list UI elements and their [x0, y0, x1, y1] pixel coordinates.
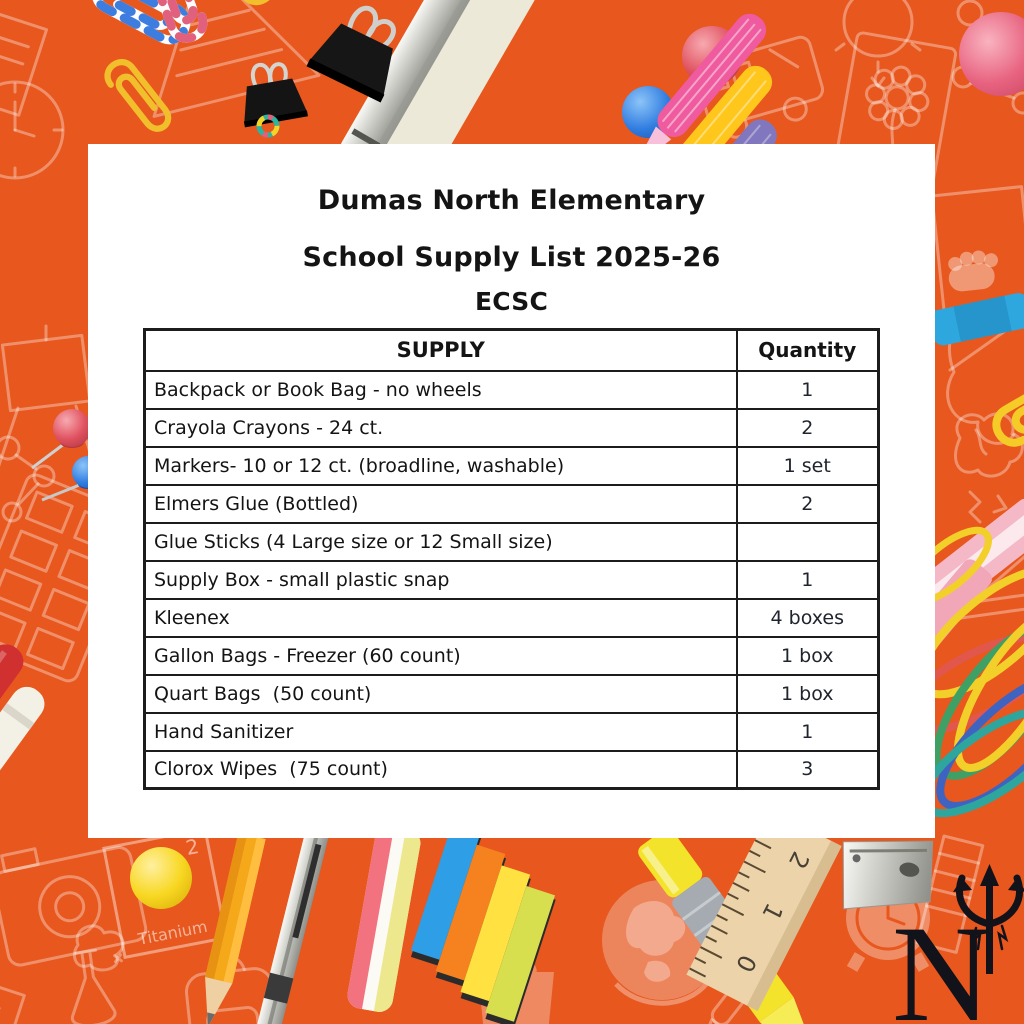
push-pin-red-icon — [31, 409, 91, 470]
periodic-element-doodle: 2 Titanium — [102, 826, 228, 960]
svg-text:1: 1 — [756, 899, 788, 925]
table-row: Markers- 10 or 12 ct. (broadline, washab… — [143, 445, 880, 486]
paper-clip-striped-pink-icon — [145, 0, 208, 43]
ruler-numbers: 2 1 0 — [730, 847, 815, 977]
quantity-cell: 1 — [735, 369, 880, 410]
doodle-lunch-bag — [478, 955, 554, 1024]
supply-cell: Elmers Glue (Bottled) — [143, 483, 738, 524]
supply-column-header: SUPPLY — [143, 328, 738, 372]
paper-clip-yellow-icon — [104, 59, 172, 132]
element-name: Titanium — [136, 916, 209, 949]
table-row: Crayola Crayons - 24 ct. 2 — [143, 407, 880, 448]
table-row: Clorox Wipes (75 count) 3 — [143, 749, 880, 790]
table-row: Backpack or Book Bag - no wheels 1 — [143, 369, 880, 410]
campus-label: ECSC — [474, 287, 549, 316]
quantity-cell: 4 boxes — [735, 597, 880, 638]
doodle-alarm-clock — [0, 80, 65, 180]
supply-cell: Backpack or Book Bag - no wheels — [143, 369, 738, 410]
supply-cell: Markers- 10 or 12 ct. (broadline, washab… — [143, 445, 738, 486]
table-header-row: SUPPLY Quantity — [143, 328, 880, 372]
supply-cell: Crayola Crayons - 24 ct. — [143, 407, 738, 448]
doodle-triangle — [152, 0, 321, 118]
table-row: Supply Box - small plastic snap 1 — [143, 559, 880, 600]
supply-cell: Quart Bags (50 count) — [143, 673, 738, 714]
wooden-ruler-image: 2 1 0 — [686, 809, 842, 1011]
page-title: Dumas North Elementary — [317, 185, 706, 216]
highlighter-image — [638, 828, 809, 1024]
doodle-flask — [71, 948, 123, 1024]
quantity-cell: 3 — [735, 749, 880, 790]
quantity-cell: 1 box — [735, 673, 880, 714]
pencil-tips-image — [0, 503, 14, 607]
quantity-cell: 2 — [735, 407, 880, 448]
paper-clip-yellow-icon — [196, 0, 277, 6]
binder-clip-icon — [306, 5, 396, 103]
magnet-red-icon — [682, 26, 742, 86]
supply-cell: Clorox Wipes (75 count) — [143, 749, 738, 790]
pen-silver-image — [256, 827, 329, 1024]
doodle-molecule-topright — [951, 0, 1024, 115]
doodle-set-square — [936, 521, 1024, 623]
table-row: Gallon Bags - Freezer (60 count) 1 box — [143, 635, 880, 676]
magnet-blue-icon — [622, 86, 674, 138]
doodle-paper-sheet — [0, 6, 49, 117]
table-row: Hand Sanitizer 1 — [143, 711, 880, 752]
svg-text:0: 0 — [730, 950, 762, 976]
marker-red-image — [0, 644, 45, 836]
svg-text:2: 2 — [783, 847, 815, 873]
paper-clip-yellow-icon — [992, 369, 1024, 447]
eraser-strip-image — [345, 824, 423, 1015]
school-logo: N — [892, 864, 1024, 1024]
doodle-sun — [834, 0, 922, 88]
doodle-pen-outline — [703, 956, 771, 1024]
quantity-column-header: Quantity — [735, 328, 880, 372]
table-row: Glue Sticks (4 Large size or 12 Small si… — [143, 521, 880, 562]
table-row: Quart Bags (50 count) 1 box — [143, 673, 880, 714]
logo-letter: N — [892, 897, 992, 1024]
table-row: Elmers Glue (Bottled) 2 — [143, 483, 880, 524]
binder-clip-icon — [243, 62, 308, 128]
doodle-backpack — [185, 954, 280, 1024]
supply-cell: Hand Sanitizer — [143, 711, 738, 752]
quantity-cell: 2 — [735, 483, 880, 524]
table-row: Kleenex 4 boxes — [143, 597, 880, 638]
document-titles: Dumas North Elementary School Supply Lis… — [88, 144, 935, 316]
doodle-molecule-left — [0, 435, 56, 523]
quantity-cell: 1 set — [735, 445, 880, 486]
doodle-brain — [954, 412, 1024, 524]
doodle-ruler-small — [0, 983, 26, 1024]
supply-cell: Glue Sticks (4 Large size or 12 Small si… — [143, 521, 738, 562]
supply-cell: Gallon Bags - Freezer (60 count) — [143, 635, 738, 676]
doodle-writing-hand — [946, 300, 1024, 445]
paper-clip-striped-blue-icon — [91, 0, 191, 45]
supply-cell: Kleenex — [143, 597, 738, 638]
doodle-school-bus — [694, 35, 825, 139]
doodle-globe — [602, 880, 722, 1006]
pom-pom-icon — [959, 12, 1024, 96]
trident-icon — [953, 864, 1024, 974]
doodle-easel — [0, 324, 96, 468]
doodle-paper-hand — [930, 185, 1024, 317]
supply-table: SUPPLY Quantity Backpack or Book Bag - n… — [143, 328, 880, 790]
doodle-cloud-blob — [73, 924, 125, 972]
supply-cell: Supply Box - small plastic snap — [143, 559, 738, 600]
page-subtitle: School Supply List 2025-26 — [302, 242, 721, 273]
rainbow-clip-icon — [256, 114, 280, 138]
quantity-cell: 1 — [735, 711, 880, 752]
quantity-cell: 1 — [735, 559, 880, 600]
sticky-tabs-image — [410, 824, 556, 1024]
supply-list-card: Dumas North Elementary School Supply Lis… — [88, 144, 935, 838]
quantity-cell: 1 box — [735, 635, 880, 676]
quantity-cell — [735, 521, 880, 562]
